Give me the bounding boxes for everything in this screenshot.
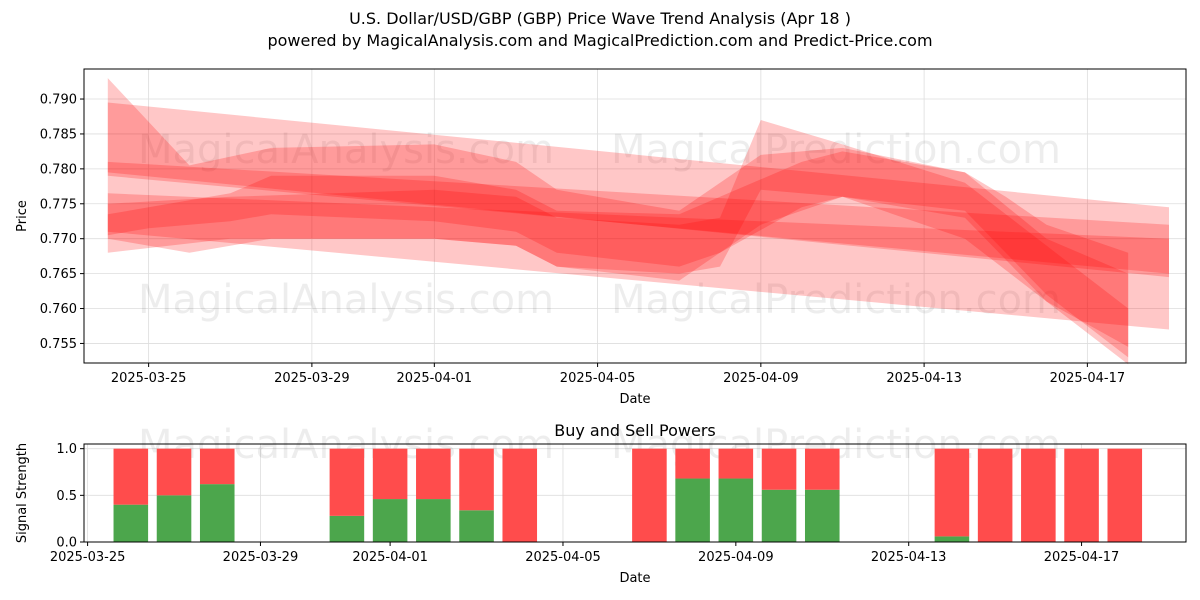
- power-x-tick-label-0: 2025-03-25: [50, 550, 126, 565]
- sell-bar-1: [156, 448, 192, 496]
- buy-bar-3: [329, 515, 365, 542]
- power-x-tick-label-3: 2025-04-05: [525, 550, 601, 565]
- buy-bar-13: [934, 536, 970, 542]
- sell-bar-17: [1107, 448, 1143, 542]
- power-x-tick-label-2: 2025-04-01: [352, 550, 428, 565]
- price-y-tick-label-4: 0.775: [40, 197, 77, 212]
- price-band-2: [107, 193, 1169, 330]
- price-y-axis-label: Price: [15, 200, 30, 232]
- buy-bar-12: [804, 489, 840, 542]
- sell-bar-7: [502, 448, 538, 542]
- price-band-3: [107, 151, 1129, 347]
- buy-bar-9: [675, 478, 710, 542]
- chart-subtitle: powered by MagicalAnalysis.com and Magic…: [267, 31, 933, 50]
- buy-bar-6: [459, 510, 494, 542]
- power-x-tick-label-1: 2025-03-29: [223, 550, 299, 565]
- price-y-tick-label-7: 0.790: [40, 93, 77, 108]
- power-x-tick-label-4: 2025-04-09: [698, 550, 774, 565]
- buy-bar-5: [416, 499, 451, 542]
- power-y-tick-label-2: 1.0: [56, 442, 77, 457]
- price-band-5: [107, 120, 1129, 365]
- sell-bar-11: [761, 448, 797, 490]
- power-y-axis-label: Signal Strength: [15, 443, 30, 543]
- sell-bar-10: [718, 448, 754, 479]
- sell-bar-8: [632, 448, 667, 542]
- sell-bar-15: [1021, 448, 1056, 542]
- price-y-tick-label-1: 0.760: [40, 302, 77, 317]
- sell-bar-6: [459, 448, 494, 511]
- power-title: Buy and Sell Powers: [554, 421, 716, 440]
- price-band-4: [107, 78, 1129, 358]
- price-x-tick-label-5: 2025-04-13: [886, 371, 962, 386]
- price-x-tick-label-2: 2025-04-01: [397, 371, 473, 386]
- buy-bar-10: [718, 478, 754, 542]
- price-x-tick-label-3: 2025-04-05: [560, 371, 636, 386]
- chart-title: U.S. Dollar/USD/GBP (GBP) Price Wave Tre…: [349, 9, 851, 28]
- power-y-tick-label-1: 0.5: [56, 489, 77, 504]
- buy-bar-2: [199, 484, 235, 542]
- price-band-0: [107, 102, 1169, 278]
- watermark-price-4: MagicalPrediction.com: [611, 277, 1061, 323]
- sell-bar-4: [372, 448, 408, 500]
- sell-bar-16: [1064, 448, 1099, 542]
- power-x-tick-label-5: 2025-04-13: [871, 550, 947, 565]
- price-frame: [83, 68, 1187, 364]
- price-y-tick-label-6: 0.785: [40, 127, 77, 142]
- buy-bar-4: [372, 499, 408, 542]
- watermark-price-3: MagicalAnalysis.com: [138, 277, 554, 323]
- power-x-tick-label-6: 2025-04-17: [1044, 550, 1120, 565]
- sell-bar-9: [675, 448, 710, 479]
- sell-bar-0: [113, 448, 149, 505]
- price-y-tick-label-3: 0.770: [40, 232, 77, 247]
- price-y-tick-label-2: 0.765: [40, 267, 77, 282]
- watermark-price-1: MagicalAnalysis.com: [138, 127, 554, 173]
- price-x-tick-label-1: 2025-03-29: [274, 371, 350, 386]
- buy-bar-1: [156, 495, 192, 542]
- price-y-tick-label-5: 0.780: [40, 162, 77, 177]
- sell-bar-3: [329, 448, 365, 516]
- price-x-tick-label-0: 2025-03-25: [111, 371, 187, 386]
- sell-bar-14: [977, 448, 1013, 542]
- watermark-price-2: MagicalPrediction.com: [611, 127, 1061, 173]
- price-y-tick-label-0: 0.755: [40, 337, 77, 352]
- price-x-axis-label: Date: [619, 392, 650, 407]
- price-x-tick-label-6: 2025-04-17: [1050, 371, 1126, 386]
- buy-bar-11: [761, 489, 797, 542]
- sell-bar-5: [416, 448, 451, 500]
- power-y-tick-label-0: 0.0: [56, 536, 77, 551]
- power-x-axis-label: Date: [619, 571, 650, 586]
- sell-bar-13: [934, 448, 970, 537]
- sell-bar-12: [804, 448, 840, 490]
- price-band-1: [107, 161, 1169, 274]
- power-frame: [83, 443, 1187, 543]
- price-x-tick-label-4: 2025-04-09: [723, 371, 799, 386]
- buy-bar-0: [113, 504, 149, 542]
- sell-bar-2: [199, 448, 235, 485]
